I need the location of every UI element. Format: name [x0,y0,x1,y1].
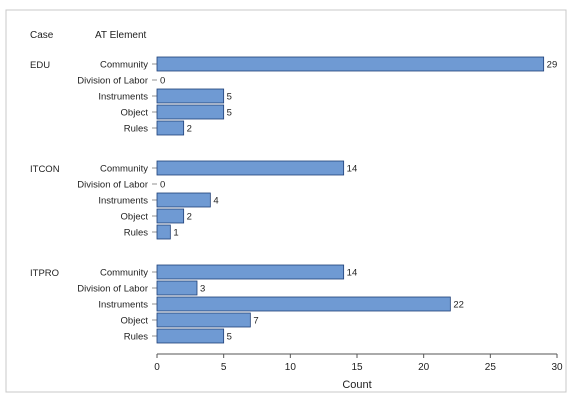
value-label-itcon-rules: 1 [173,228,178,239]
value-label-edu-rules: 2 [187,124,192,135]
category-label-itpro-instruments: Instruments [98,300,148,311]
category-label-itcon-division-of-labor: Division of Labor [77,180,148,191]
value-label-itcon-instruments: 4 [213,196,218,207]
x-tick-label-5: 5 [221,362,227,373]
x-tick-label-25: 25 [485,362,497,373]
bar-itpro-community [156,264,345,280]
value-label-itpro-instruments: 22 [453,300,464,311]
bar-itcon-object [156,208,185,224]
value-label-itpro-object: 7 [253,316,258,327]
bar-edu-rules [156,120,185,136]
bar-edu-instruments [156,88,225,104]
bar-itpro-instruments [156,296,451,312]
category-label-edu-division-of-labor: Division of Labor [77,76,148,87]
bar-itcon-instruments [156,192,211,208]
bar-itcon-rules [156,224,171,240]
bar-edu-object [156,104,225,120]
plot-frame [5,9,567,393]
groups-layer: EDU Community 29 Division of Labor 0 Instrume… [30,56,558,344]
bar-edu-community [156,56,545,72]
value-label-itcon-community: 14 [347,164,358,175]
category-label-edu-instruments: Instruments [98,92,148,103]
bar-itpro-object [156,312,251,328]
group-label-edu: EDU [30,60,50,71]
bar-itpro-rules [156,328,225,344]
category-label-itpro-object: Object [121,316,149,327]
category-label-itcon-rules: Rules [124,228,149,239]
category-label-edu-rules: Rules [124,124,149,135]
bar-itcon-community [156,160,345,176]
value-label-itcon-division-of-labor: 0 [160,180,165,191]
x-tick-label-0: 0 [154,362,160,373]
value-label-edu-object: 5 [227,108,232,119]
x-tick-label-20: 20 [418,362,430,373]
header-case: Case [30,30,54,41]
value-label-edu-community: 29 [547,60,558,71]
x-tick-label-10: 10 [285,362,297,373]
x-axis-title: Count [342,379,371,391]
header-at-element: AT Element [95,30,147,41]
x-tick-label-30: 30 [551,362,563,373]
x-ticks: 0 5 10 15 20 25 30 [154,354,563,373]
group-label-itcon: ITCON [30,164,60,175]
value-label-itpro-community: 14 [347,268,358,279]
value-label-edu-instruments: 5 [227,92,232,103]
value-label-itcon-object: 2 [187,212,192,223]
category-label-itcon-community: Community [100,164,148,175]
x-tick-label-15: 15 [351,362,363,373]
category-label-itcon-object: Object [121,212,149,223]
bar-itpro-division-of-labor [156,280,198,296]
category-label-itpro-division-of-labor: Division of Labor [77,284,148,295]
category-label-itpro-rules: Rules [124,332,149,343]
group-label-itpro: ITPRO [30,268,59,279]
value-label-itpro-division-of-labor: 3 [200,284,205,295]
category-label-edu-community: Community [100,60,148,71]
category-label-itpro-community: Community [100,268,148,279]
category-label-edu-object: Object [121,108,149,119]
value-label-itpro-rules: 5 [227,332,232,343]
category-label-itcon-instruments: Instruments [98,196,148,207]
value-label-edu-division-of-labor: 0 [160,76,165,87]
